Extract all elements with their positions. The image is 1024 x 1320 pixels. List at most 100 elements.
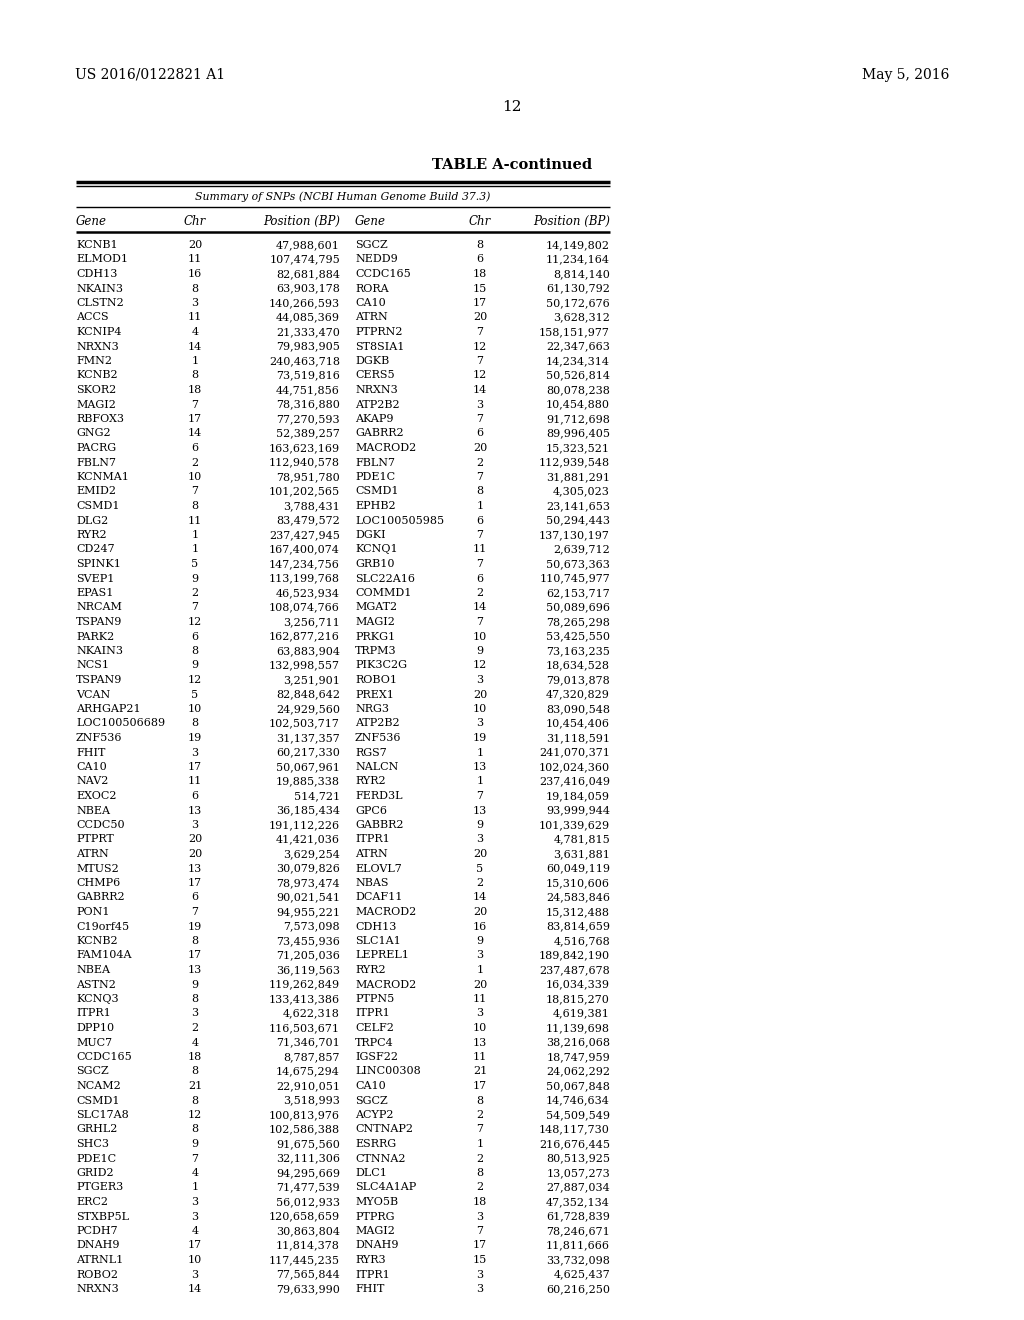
Text: PTGER3: PTGER3 [76, 1183, 123, 1192]
Text: 11,811,666: 11,811,666 [546, 1241, 610, 1250]
Text: 93,999,944: 93,999,944 [546, 805, 610, 816]
Text: 137,130,197: 137,130,197 [539, 531, 610, 540]
Text: 5: 5 [191, 689, 199, 700]
Text: CNTNAP2: CNTNAP2 [355, 1125, 413, 1134]
Text: KCNQ1: KCNQ1 [355, 544, 397, 554]
Text: 18,634,528: 18,634,528 [546, 660, 610, 671]
Text: RBFOX3: RBFOX3 [76, 414, 124, 424]
Text: 82,681,884: 82,681,884 [276, 269, 340, 279]
Text: PTPRG: PTPRG [355, 1212, 394, 1221]
Text: ARHGAP21: ARHGAP21 [76, 704, 140, 714]
Text: 79,983,905: 79,983,905 [276, 342, 340, 351]
Text: 71,205,036: 71,205,036 [276, 950, 340, 961]
Text: 2,639,712: 2,639,712 [553, 544, 610, 554]
Text: ACCS: ACCS [76, 313, 109, 322]
Text: 113,199,768: 113,199,768 [269, 573, 340, 583]
Text: 8: 8 [191, 1067, 199, 1077]
Text: 514,721: 514,721 [294, 791, 340, 801]
Text: 1: 1 [476, 1139, 483, 1148]
Text: 7: 7 [476, 558, 483, 569]
Text: 148,117,730: 148,117,730 [539, 1125, 610, 1134]
Text: 112,940,578: 112,940,578 [269, 458, 340, 467]
Text: GRB10: GRB10 [355, 558, 394, 569]
Text: TSPAN9: TSPAN9 [76, 616, 123, 627]
Text: CERS5: CERS5 [355, 371, 394, 380]
Text: ACYP2: ACYP2 [355, 1110, 393, 1119]
Text: 237,427,945: 237,427,945 [269, 531, 340, 540]
Text: MACROD2: MACROD2 [355, 907, 416, 917]
Text: SPINK1: SPINK1 [76, 558, 121, 569]
Text: RYR2: RYR2 [76, 531, 106, 540]
Text: 89,996,405: 89,996,405 [546, 429, 610, 438]
Text: 18,815,270: 18,815,270 [546, 994, 610, 1005]
Text: 8,787,857: 8,787,857 [284, 1052, 340, 1063]
Text: 10,454,880: 10,454,880 [546, 400, 610, 409]
Text: 13: 13 [473, 1038, 487, 1048]
Text: 21: 21 [473, 1067, 487, 1077]
Text: 8: 8 [191, 502, 199, 511]
Text: 7: 7 [476, 414, 483, 424]
Text: 7: 7 [476, 531, 483, 540]
Text: 13: 13 [187, 805, 202, 816]
Text: 62,153,717: 62,153,717 [546, 587, 610, 598]
Text: SHC3: SHC3 [76, 1139, 109, 1148]
Text: 18: 18 [187, 1052, 202, 1063]
Text: 11,234,164: 11,234,164 [546, 255, 610, 264]
Text: 17: 17 [188, 950, 202, 961]
Text: 14: 14 [187, 342, 202, 351]
Text: 9: 9 [191, 573, 199, 583]
Text: 4,619,381: 4,619,381 [553, 1008, 610, 1019]
Text: 8,814,140: 8,814,140 [553, 269, 610, 279]
Text: 61,728,839: 61,728,839 [546, 1212, 610, 1221]
Text: 56,012,933: 56,012,933 [276, 1197, 340, 1206]
Text: 2: 2 [191, 587, 199, 598]
Text: CSMD1: CSMD1 [76, 1096, 120, 1106]
Text: PDE1C: PDE1C [355, 473, 395, 482]
Text: PON1: PON1 [76, 907, 110, 917]
Text: EMID2: EMID2 [76, 487, 116, 496]
Text: 44,751,856: 44,751,856 [276, 385, 340, 395]
Text: 22,910,051: 22,910,051 [276, 1081, 340, 1092]
Text: PREX1: PREX1 [355, 689, 394, 700]
Text: 22,347,663: 22,347,663 [546, 342, 610, 351]
Text: NRCAM: NRCAM [76, 602, 122, 612]
Text: MAGI2: MAGI2 [355, 616, 395, 627]
Text: 13: 13 [473, 805, 487, 816]
Text: 50,526,814: 50,526,814 [546, 371, 610, 380]
Text: GNG2: GNG2 [76, 429, 111, 438]
Text: TRPM3: TRPM3 [355, 645, 396, 656]
Text: 3: 3 [476, 1270, 483, 1279]
Text: 83,090,548: 83,090,548 [546, 704, 610, 714]
Text: KCNB2: KCNB2 [76, 936, 118, 946]
Text: MACROD2: MACROD2 [355, 979, 416, 990]
Text: 163,623,169: 163,623,169 [269, 444, 340, 453]
Text: NEDD9: NEDD9 [355, 255, 397, 264]
Text: 30,079,826: 30,079,826 [276, 863, 340, 874]
Text: 6: 6 [476, 429, 483, 438]
Text: 19,184,059: 19,184,059 [546, 791, 610, 801]
Text: GABRR2: GABRR2 [76, 892, 125, 903]
Text: 3,631,881: 3,631,881 [553, 849, 610, 859]
Text: 14,746,634: 14,746,634 [546, 1096, 610, 1106]
Text: CLSTN2: CLSTN2 [76, 298, 124, 308]
Text: 14: 14 [187, 429, 202, 438]
Text: GRID2: GRID2 [76, 1168, 114, 1177]
Text: DLC1: DLC1 [355, 1168, 387, 1177]
Text: 140,266,593: 140,266,593 [269, 298, 340, 308]
Text: ERC2: ERC2 [76, 1197, 108, 1206]
Text: Gene: Gene [355, 215, 386, 228]
Text: NRXN3: NRXN3 [76, 342, 119, 351]
Text: 7: 7 [191, 400, 199, 409]
Text: ELMOD1: ELMOD1 [76, 255, 128, 264]
Text: FMN2: FMN2 [76, 356, 112, 366]
Text: DLG2: DLG2 [76, 516, 109, 525]
Text: NRXN3: NRXN3 [76, 1284, 119, 1294]
Text: ZNF536: ZNF536 [355, 733, 401, 743]
Text: 12: 12 [473, 660, 487, 671]
Text: 11: 11 [473, 1052, 487, 1063]
Text: 102,024,360: 102,024,360 [539, 762, 610, 772]
Text: 8: 8 [476, 1096, 483, 1106]
Text: 50,067,961: 50,067,961 [276, 762, 340, 772]
Text: COMMD1: COMMD1 [355, 587, 412, 598]
Text: 3: 3 [191, 298, 199, 308]
